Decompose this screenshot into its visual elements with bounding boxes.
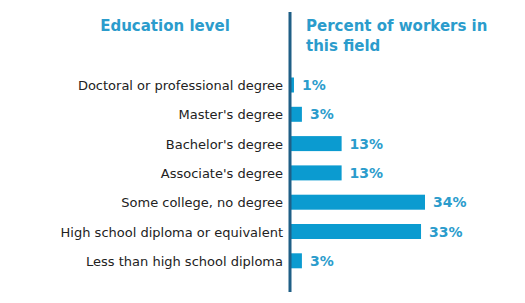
data-label: 3%	[310, 253, 334, 269]
axis-title: Education level	[60, 16, 270, 36]
category-label: Associate's degree	[161, 166, 283, 181]
category-label: Master's degree	[179, 107, 283, 122]
bar	[290, 224, 421, 239]
plot: Doctoral or professional degree 1% Master'…	[0, 0, 525, 303]
category-label: Less than high school diploma	[86, 254, 283, 269]
bars	[290, 78, 425, 269]
category-label: High school diploma or equivalent	[61, 225, 283, 240]
bar	[290, 195, 425, 210]
data-label: 3%	[310, 106, 334, 122]
data-label: 33%	[429, 224, 463, 240]
axis-line	[289, 12, 292, 292]
data-label: 1%	[302, 77, 326, 93]
data-label: 13%	[350, 165, 384, 181]
bar	[290, 136, 342, 151]
category-label: Doctoral or professional degree	[78, 78, 283, 93]
bar	[290, 165, 342, 180]
bar	[290, 253, 302, 268]
chart: Education level Percent of workers in thi…	[0, 0, 525, 303]
category-label: Bachelor's degree	[166, 137, 283, 152]
axis-title: Percent of workers in this field	[306, 16, 518, 56]
data-label: 13%	[350, 136, 384, 152]
data-label: 34%	[433, 194, 467, 210]
category-label: Some college, no degree	[121, 195, 283, 210]
bar	[290, 107, 302, 122]
